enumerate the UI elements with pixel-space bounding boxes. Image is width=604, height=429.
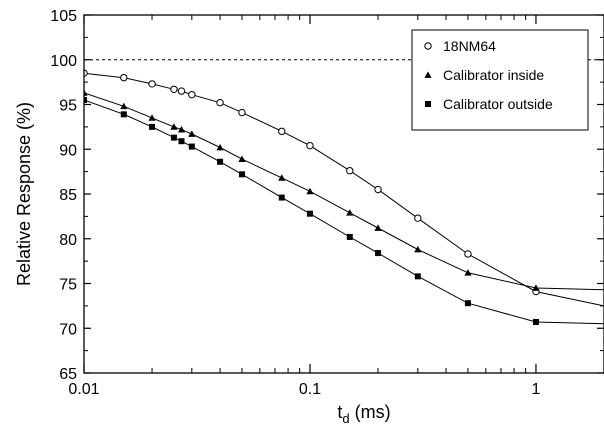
data-point <box>464 250 472 258</box>
y-tick-label: 70 <box>59 321 77 338</box>
data-point <box>188 130 196 137</box>
x-tick-label: 0.1 <box>299 381 321 398</box>
legend-marker <box>424 71 432 78</box>
data-point <box>84 97 87 104</box>
data-point <box>177 87 186 95</box>
legend: 18NM64 Calibrator inside Calibrator outsid… <box>411 29 589 131</box>
data-point <box>278 127 286 136</box>
legend-marker <box>425 101 431 107</box>
y-axis-label: Relative Response (%) <box>14 102 34 286</box>
data-point <box>414 273 421 280</box>
y-tick-label: 100 <box>50 53 77 70</box>
legend-label: Calibrator inside <box>443 67 544 83</box>
data-point <box>375 250 382 257</box>
series-3 <box>84 97 604 325</box>
series-line <box>84 99 604 325</box>
data-point <box>149 123 156 130</box>
data-point <box>532 284 540 291</box>
x-axis-label-sub: d <box>342 411 349 426</box>
x-tick-label: 0.01 <box>68 381 99 398</box>
data-point <box>148 80 156 88</box>
x-axis-label-main: t <box>337 402 342 422</box>
data-point <box>464 269 472 276</box>
x-axis-label-unit: (ms) <box>350 402 391 422</box>
series-line <box>84 72 604 307</box>
data-point <box>346 167 354 175</box>
data-point <box>178 138 185 145</box>
y-tick-label: 65 <box>59 366 77 383</box>
y-tick-label: 95 <box>59 98 77 115</box>
data-point <box>464 300 471 307</box>
data-point <box>238 155 246 162</box>
data-point <box>414 245 422 253</box>
y-tick-label: 85 <box>59 187 77 204</box>
data-point <box>217 158 224 165</box>
data-point <box>238 171 245 178</box>
legend-label: Calibrator outside <box>443 96 553 112</box>
series-layer <box>84 69 604 325</box>
data-point <box>306 141 314 150</box>
y-tick-label: 90 <box>59 142 77 159</box>
data-point <box>148 114 156 121</box>
data-point <box>170 123 178 130</box>
data-point <box>306 187 314 195</box>
data-point <box>216 143 224 151</box>
data-point <box>278 194 285 201</box>
axis-layer: 65 70 75 80 85 90 95 100 105 0.01 0.1 1 <box>50 8 604 398</box>
series-2 <box>84 89 604 291</box>
data-point <box>170 134 177 141</box>
data-point <box>216 99 224 107</box>
y-tick-label: 75 <box>59 277 77 294</box>
y-tick-label: 80 <box>59 232 77 249</box>
data-point <box>306 210 313 217</box>
data-point <box>374 185 382 194</box>
x-axis-label: td (ms) <box>337 402 390 426</box>
y-tick-label: 105 <box>50 8 77 25</box>
data-point <box>170 85 178 93</box>
legend-box <box>411 29 589 131</box>
data-point <box>238 108 246 117</box>
data-point <box>532 318 539 325</box>
data-point <box>188 143 195 150</box>
data-point <box>188 90 196 99</box>
data-point <box>120 111 127 118</box>
data-point <box>374 224 382 231</box>
legend-marker <box>424 42 432 50</box>
data-point <box>414 214 422 222</box>
data-point <box>177 125 186 133</box>
data-point <box>120 73 128 82</box>
data-point <box>346 233 353 240</box>
legend-label: 18NM64 <box>443 38 496 54</box>
series-1 <box>84 69 604 307</box>
series-line <box>84 92 604 291</box>
data-point <box>120 102 128 110</box>
data-point <box>346 209 354 216</box>
x-tick-label: 1 <box>532 381 541 398</box>
data-point <box>278 174 286 181</box>
data-point <box>84 89 88 96</box>
